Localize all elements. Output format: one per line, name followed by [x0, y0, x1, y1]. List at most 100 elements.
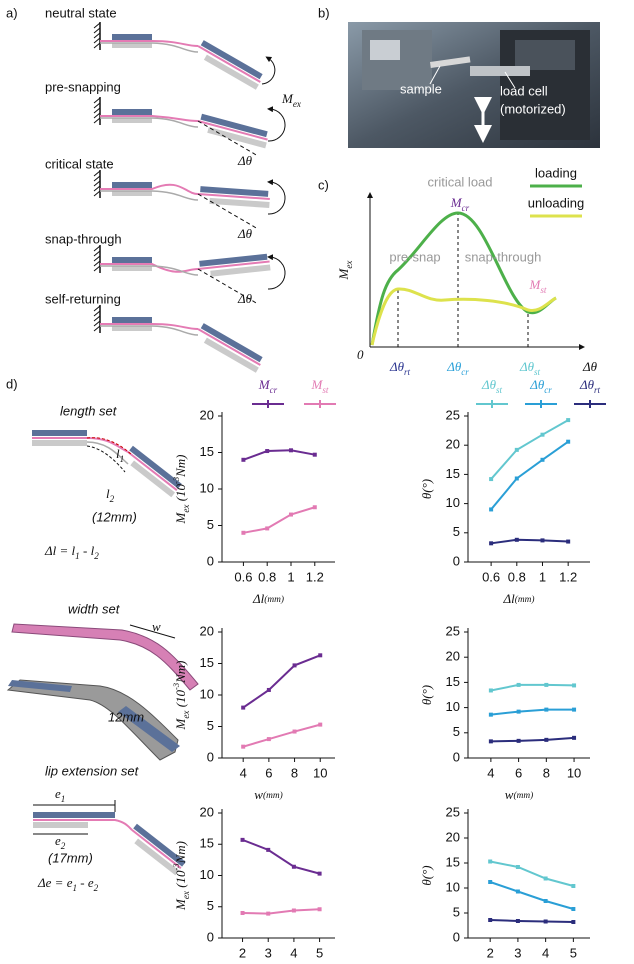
- gray-layer: [100, 190, 199, 201]
- length-guide: [86, 437, 133, 456]
- series-line: [242, 908, 320, 915]
- base-bar: [130, 460, 176, 498]
- legend-label-part: M: [311, 377, 324, 392]
- y-tick-label: 5: [207, 898, 214, 913]
- wall-hatch: [93, 250, 101, 257]
- gray-layer: [100, 42, 199, 53]
- formula-part: e: [46, 875, 52, 890]
- data-point: [317, 907, 322, 912]
- photo-label: load cell: [500, 83, 548, 98]
- wall-hatch: [93, 32, 101, 39]
- unloading-curve: [370, 287, 557, 346]
- y-tick-label: 15: [446, 674, 460, 689]
- y-tick-label: 20: [200, 623, 214, 638]
- y-axis-label-part: -3: [171, 477, 181, 484]
- rotating-part: [127, 445, 182, 498]
- x-axis-label-part: Δl: [252, 591, 265, 606]
- legend-label-part: st: [496, 385, 503, 395]
- y-axis-label: Mex (10-3Nm): [171, 455, 191, 525]
- data-point: [543, 899, 548, 903]
- pink-layer: [100, 40, 199, 47]
- beam-diagram: [93, 305, 263, 373]
- data-point: [489, 541, 494, 546]
- angle-label: Δθ: [237, 153, 253, 168]
- x-tick-label: 1.2: [559, 569, 577, 584]
- series-line: [242, 654, 321, 709]
- diagram-label-part: e: [55, 833, 61, 848]
- x-tick-label: 8: [291, 765, 298, 780]
- stiff-bar: [112, 257, 152, 263]
- pink-layer: [100, 183, 199, 195]
- x-tick-label: 5: [316, 945, 323, 960]
- diagram-label-part: 1: [120, 454, 125, 464]
- y-axis-label-part: (10: [173, 689, 188, 710]
- axis-mark-label-part: Δθ: [389, 359, 405, 374]
- diagram-label: (17mm): [48, 850, 93, 865]
- y-axis-label-part: -3: [171, 863, 181, 870]
- wall-hatch: [93, 170, 101, 177]
- y-tick-label: 20: [446, 829, 460, 844]
- stiff-bar: [129, 445, 182, 489]
- base-bar: [112, 266, 152, 271]
- y-axis-label-part: ex: [181, 505, 191, 513]
- state-label: snap-through: [45, 231, 122, 246]
- wall-hatch: [93, 245, 101, 252]
- state-label: neutral state: [45, 5, 117, 20]
- series-line: [243, 506, 316, 534]
- data-point: [571, 920, 576, 924]
- y-axis-label: θ(°): [419, 685, 434, 705]
- data-point: [544, 682, 549, 687]
- diagram-label-part: 2: [61, 841, 66, 851]
- moment-label-part: M: [281, 91, 294, 106]
- moment-arrow: [267, 106, 286, 142]
- stiff-bar: [112, 34, 152, 40]
- formula-part: 2: [94, 883, 99, 893]
- legend-label-part: Δθ: [579, 377, 595, 392]
- x-tick-label: 3: [514, 945, 521, 960]
- base-bar: [112, 326, 152, 331]
- y-tick-label: 10: [200, 480, 214, 495]
- data-point: [571, 884, 576, 888]
- data-point: [265, 526, 270, 531]
- series-line: [490, 419, 569, 480]
- formula-part: e: [88, 875, 94, 890]
- data-point: [292, 663, 297, 668]
- beam-diagram: [93, 22, 263, 90]
- stiff-bar: [133, 823, 186, 867]
- stiff-bar: [32, 430, 87, 436]
- x-tick-label: 1.2: [306, 569, 324, 584]
- data-point: [572, 707, 577, 712]
- series-line: [490, 919, 574, 923]
- legend-label-part: Δθ: [529, 377, 545, 392]
- y-axis-label: Mex (10-3Nm): [171, 661, 191, 731]
- data-point: [266, 911, 271, 916]
- wall-hatch: [93, 265, 101, 272]
- y-tick-label: 15: [200, 444, 214, 459]
- series-line: [490, 683, 575, 692]
- data-point: [544, 737, 549, 742]
- diagram-label: e2: [55, 833, 66, 851]
- y-axis-label-part: θ(°): [419, 865, 434, 885]
- y-tick-label: 20: [200, 804, 214, 819]
- x-tick-label: 4: [240, 765, 247, 780]
- beam-diagram: [93, 170, 270, 209]
- beam-diagram: [93, 245, 271, 277]
- x-tick-label: 0.6: [234, 569, 252, 584]
- data-point: [540, 457, 545, 462]
- base-bar: [203, 337, 259, 373]
- y-tick-label: 0: [207, 553, 214, 568]
- x-axis-label: w(mm): [505, 787, 533, 802]
- x-tick-label: 0.6: [482, 569, 500, 584]
- stiff-bar: [200, 113, 268, 138]
- base-block: [6, 679, 179, 761]
- angle-label: Δθ: [237, 291, 253, 306]
- gray-layer: [100, 265, 199, 276]
- data-point: [515, 865, 520, 869]
- x-axis-label-part: Δl: [503, 591, 516, 606]
- legend-label: unloading: [528, 195, 584, 210]
- x-tick-label: 4: [542, 945, 549, 960]
- x-tick-label: 6: [265, 765, 272, 780]
- base-bar: [112, 118, 152, 123]
- y-tick-label: 5: [453, 904, 460, 919]
- series-line: [489, 881, 574, 910]
